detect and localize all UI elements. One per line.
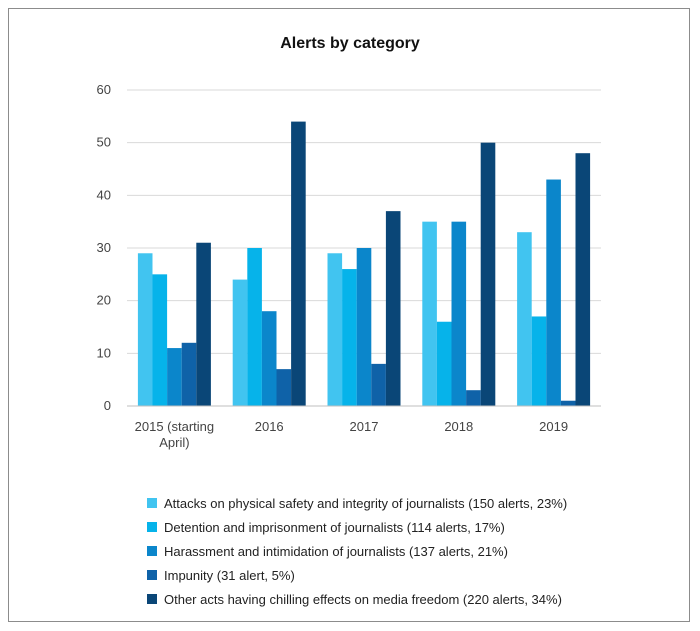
bar (152, 274, 168, 406)
legend-item: Impunity (31 alert, 5%) (147, 563, 567, 587)
bar (327, 253, 343, 406)
bar (247, 248, 262, 406)
bar (575, 153, 591, 406)
bar (261, 311, 277, 406)
legend-swatch (147, 570, 157, 580)
legend-label: Harassment and intimidation of journalis… (164, 543, 508, 559)
y-axis: 0 10 20 30 40 50 60 (97, 82, 111, 413)
legend-item: Harassment and intimidation of journalis… (147, 539, 567, 563)
bar (291, 121, 306, 406)
bar (517, 232, 532, 406)
bar (137, 253, 153, 406)
bar (546, 179, 561, 406)
legend: Attacks on physical safety and integrity… (147, 491, 567, 611)
bar (371, 363, 386, 406)
legend-swatch (147, 498, 157, 508)
bar (480, 142, 496, 406)
legend-swatch (147, 522, 157, 532)
chart-frame: Alerts by category 0 10 20 30 40 50 60 2015 (s… (8, 8, 690, 622)
bar (422, 221, 437, 406)
bar (531, 316, 547, 406)
x-tick-label: 2017 (350, 419, 379, 434)
bar (436, 321, 452, 406)
x-tick-label: 2018 (444, 419, 473, 434)
y-tick-label: 0 (104, 398, 111, 413)
legend-swatch (147, 546, 157, 556)
x-tick-label: 2015 (starting (135, 419, 215, 434)
bar (385, 211, 401, 406)
legend-item: Attacks on physical safety and integrity… (147, 491, 567, 515)
bar (167, 348, 182, 406)
bar (356, 248, 372, 406)
bar (276, 369, 292, 406)
bar (560, 400, 576, 406)
legend-label: Detention and imprisonment of journalist… (164, 519, 505, 535)
legend-item: Other acts having chilling effects on me… (147, 587, 567, 611)
chart-title: Alerts by category (280, 35, 420, 52)
bar (181, 342, 197, 406)
legend-label: Impunity (31 alert, 5%) (164, 567, 295, 583)
bar (466, 390, 481, 406)
y-tick-label: 60 (97, 82, 111, 97)
bar (451, 221, 467, 406)
legend-label: Other acts having chilling effects on me… (164, 591, 562, 607)
y-tick-label: 10 (97, 345, 111, 360)
bar (342, 269, 357, 406)
legend-swatch (147, 594, 157, 604)
bar (232, 279, 248, 406)
y-tick-label: 50 (97, 135, 111, 150)
x-tick-label: April) (159, 435, 189, 450)
bar (196, 242, 211, 406)
x-tick-label: 2019 (539, 419, 568, 434)
x-tick-label: 2016 (255, 419, 284, 434)
y-tick-label: 40 (97, 187, 111, 202)
bars (137, 121, 591, 406)
legend-label: Attacks on physical safety and integrity… (164, 495, 568, 511)
y-tick-label: 30 (97, 240, 111, 255)
legend-item: Detention and imprisonment of journalist… (147, 515, 567, 539)
y-tick-label: 20 (97, 293, 111, 308)
